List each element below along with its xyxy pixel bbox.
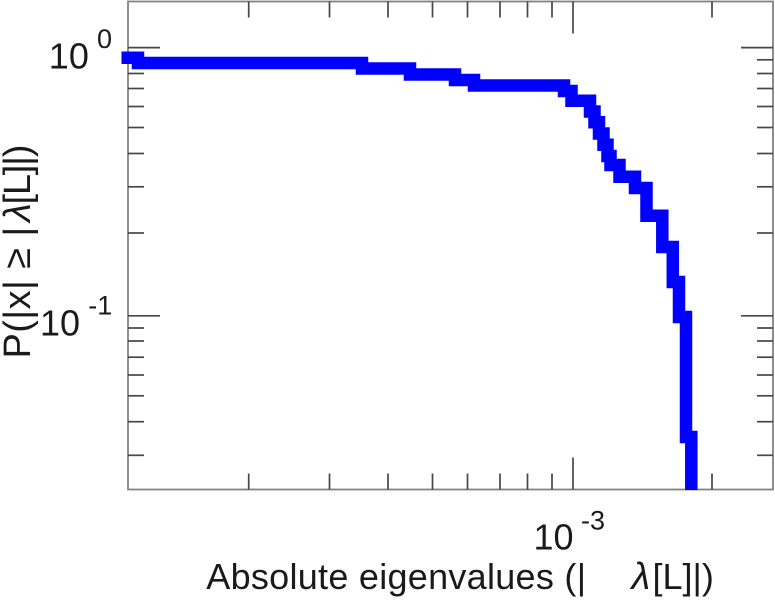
svg-text:10: 10 <box>534 517 574 558</box>
svg-text:0: 0 <box>97 24 112 54</box>
svg-text:10: 10 <box>49 36 89 77</box>
svg-text:-1: -1 <box>88 291 112 321</box>
svg-text:[L]|): [L]|) <box>0 146 39 205</box>
svg-text:P(|x| ≥ |: P(|x| ≥ | <box>0 226 39 358</box>
svg-text:-3: -3 <box>581 506 605 536</box>
svg-text:10: 10 <box>40 303 80 344</box>
svg-text:Absolute eigenvalues (|: Absolute eigenvalues (| <box>206 556 586 597</box>
svg-text:[L]|): [L]|) <box>653 556 714 597</box>
svg-text:λ: λ <box>0 203 39 224</box>
svg-text:λ: λ <box>630 556 651 598</box>
